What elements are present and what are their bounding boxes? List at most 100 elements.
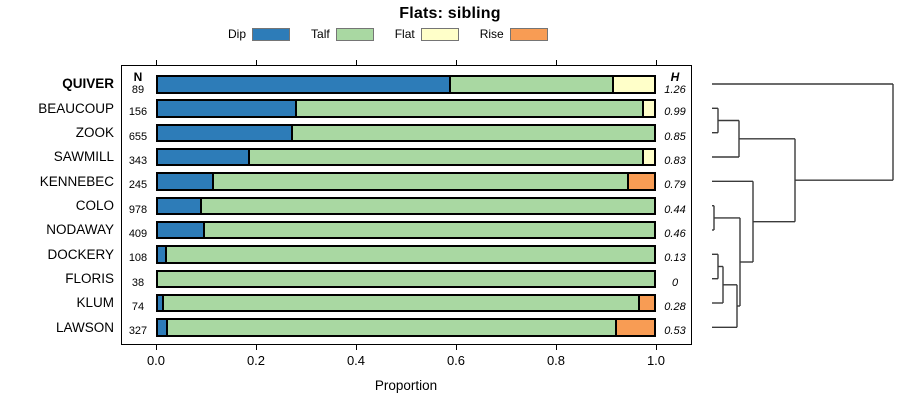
legend-item: Talf — [311, 27, 374, 41]
n-value: 343 — [128, 154, 148, 167]
bar-segment-flat — [644, 149, 654, 165]
bar-segment-talf — [201, 198, 654, 214]
h-value: 0.83 — [664, 154, 686, 167]
legend-color-chip-flat — [420, 27, 459, 41]
row-label: KENNEBEC — [39, 173, 114, 189]
row-label: KLUM — [76, 295, 114, 311]
axis-tick-label: 0.2 — [246, 353, 266, 368]
n-value: 108 — [128, 252, 148, 265]
row-label: FLORIS — [65, 270, 114, 286]
chart-title: Flats: sibling — [399, 5, 501, 22]
h-value: 0.13 — [664, 252, 686, 265]
h-column-header: H — [670, 70, 680, 84]
legend-color-chip-talf — [335, 27, 374, 41]
axis-tick-label: 0.6 — [446, 353, 466, 368]
axis-tick-label: 0.0 — [146, 353, 166, 368]
row-label: NODAWAY — [46, 222, 114, 238]
bar-segment-dip — [158, 320, 169, 335]
bar-segment-dip — [158, 101, 297, 116]
h-value: 0.85 — [664, 130, 686, 143]
axis-tick-bottom — [456, 345, 458, 350]
axis-tick-top — [456, 60, 458, 65]
axis-tick-top — [156, 60, 158, 65]
legend-item-label: Rise — [479, 27, 504, 41]
n-value: 38 — [131, 276, 145, 289]
bar-row-zook — [156, 123, 656, 143]
n-value: 655 — [128, 130, 148, 143]
bar-row-colo — [156, 196, 656, 216]
legend-item-label: Dip — [228, 27, 247, 41]
bar-segment-talf — [158, 271, 654, 287]
legend-color-chip-dip — [252, 27, 291, 41]
bar-segment-talf — [292, 125, 654, 141]
axis-tick-top — [556, 60, 558, 65]
bar-segment-dip — [158, 125, 293, 141]
legend-item-label: Flat — [394, 27, 415, 41]
row-label: BEAUCOUP — [38, 100, 114, 116]
bar-row-beaucoup — [156, 99, 656, 118]
axis-tick-top — [656, 60, 658, 65]
h-value: 0 — [671, 276, 679, 289]
bar-segment-talf — [168, 320, 617, 335]
n-value: 89 — [131, 84, 145, 96]
bar-row-sawmill — [156, 147, 656, 167]
h-value: 0.53 — [664, 325, 686, 338]
bar-row-quiver — [156, 75, 656, 94]
bar-row-nodaway — [156, 220, 656, 240]
bar-segment-dip — [158, 295, 164, 311]
bar-segment-dip — [158, 149, 250, 165]
bar-segment-talf — [249, 149, 645, 165]
bar-segment-talf — [166, 247, 654, 262]
n-value: 245 — [128, 179, 148, 192]
bar-segment-dip — [158, 174, 214, 189]
h-value: 0.28 — [664, 300, 686, 313]
axis-tick-label: 0.8 — [546, 353, 566, 368]
h-value: 0.44 — [664, 203, 686, 216]
bar-segment-talf — [163, 295, 640, 311]
axis-tick-label: 1.0 — [646, 353, 666, 368]
bar-segment-dip — [158, 198, 202, 214]
bar-segment-dip — [158, 247, 167, 262]
bar-segment-talf — [205, 222, 654, 238]
legend-item: Dip — [228, 27, 291, 41]
row-label: SAWMILL — [53, 149, 114, 165]
bar-segment-flat — [614, 77, 654, 92]
row-label: COLO — [75, 197, 114, 213]
bar-segment-flat — [644, 101, 654, 116]
bar-row-kennebec — [156, 172, 656, 191]
n-column-header: N — [133, 70, 143, 84]
n-value: 327 — [128, 325, 148, 338]
n-value: 978 — [128, 203, 148, 216]
h-value: 0.46 — [664, 227, 686, 240]
bar-segment-rise — [629, 174, 654, 189]
h-value: 0.99 — [664, 106, 686, 119]
legend-item-label: Talf — [311, 27, 330, 41]
n-value: 74 — [131, 300, 145, 313]
axis-tick-bottom — [656, 345, 658, 350]
legend-color-chip-rise — [509, 27, 548, 41]
row-label: DOCKERY — [47, 246, 114, 262]
n-value: 409 — [128, 227, 148, 240]
bar-segment-talf — [213, 174, 630, 189]
plot-area-box — [121, 65, 692, 345]
bar-segment-rise — [639, 295, 654, 311]
h-value: 1.26 — [664, 84, 686, 96]
bar-segment-dip — [158, 77, 451, 92]
bar-row-klum — [156, 293, 656, 313]
bar-segment-rise — [616, 320, 654, 335]
legend: Dip Talf Flat Rise — [228, 27, 548, 41]
axis-tick-top — [356, 60, 358, 65]
row-label: ZOOK — [75, 124, 114, 140]
row-label: LAWSON — [55, 319, 114, 335]
axis-tick-bottom — [256, 345, 258, 350]
axis-tick-top — [256, 60, 258, 65]
bar-segment-dip — [158, 222, 206, 238]
axis-tick-bottom — [556, 345, 558, 350]
legend-item: Flat — [395, 27, 459, 41]
axis-tick-bottom — [356, 345, 358, 350]
row-label: QUIVER — [62, 76, 114, 92]
axis-tick-label: 0.4 — [346, 353, 366, 368]
bar-row-floris — [156, 269, 656, 289]
bar-segment-talf — [296, 101, 645, 116]
